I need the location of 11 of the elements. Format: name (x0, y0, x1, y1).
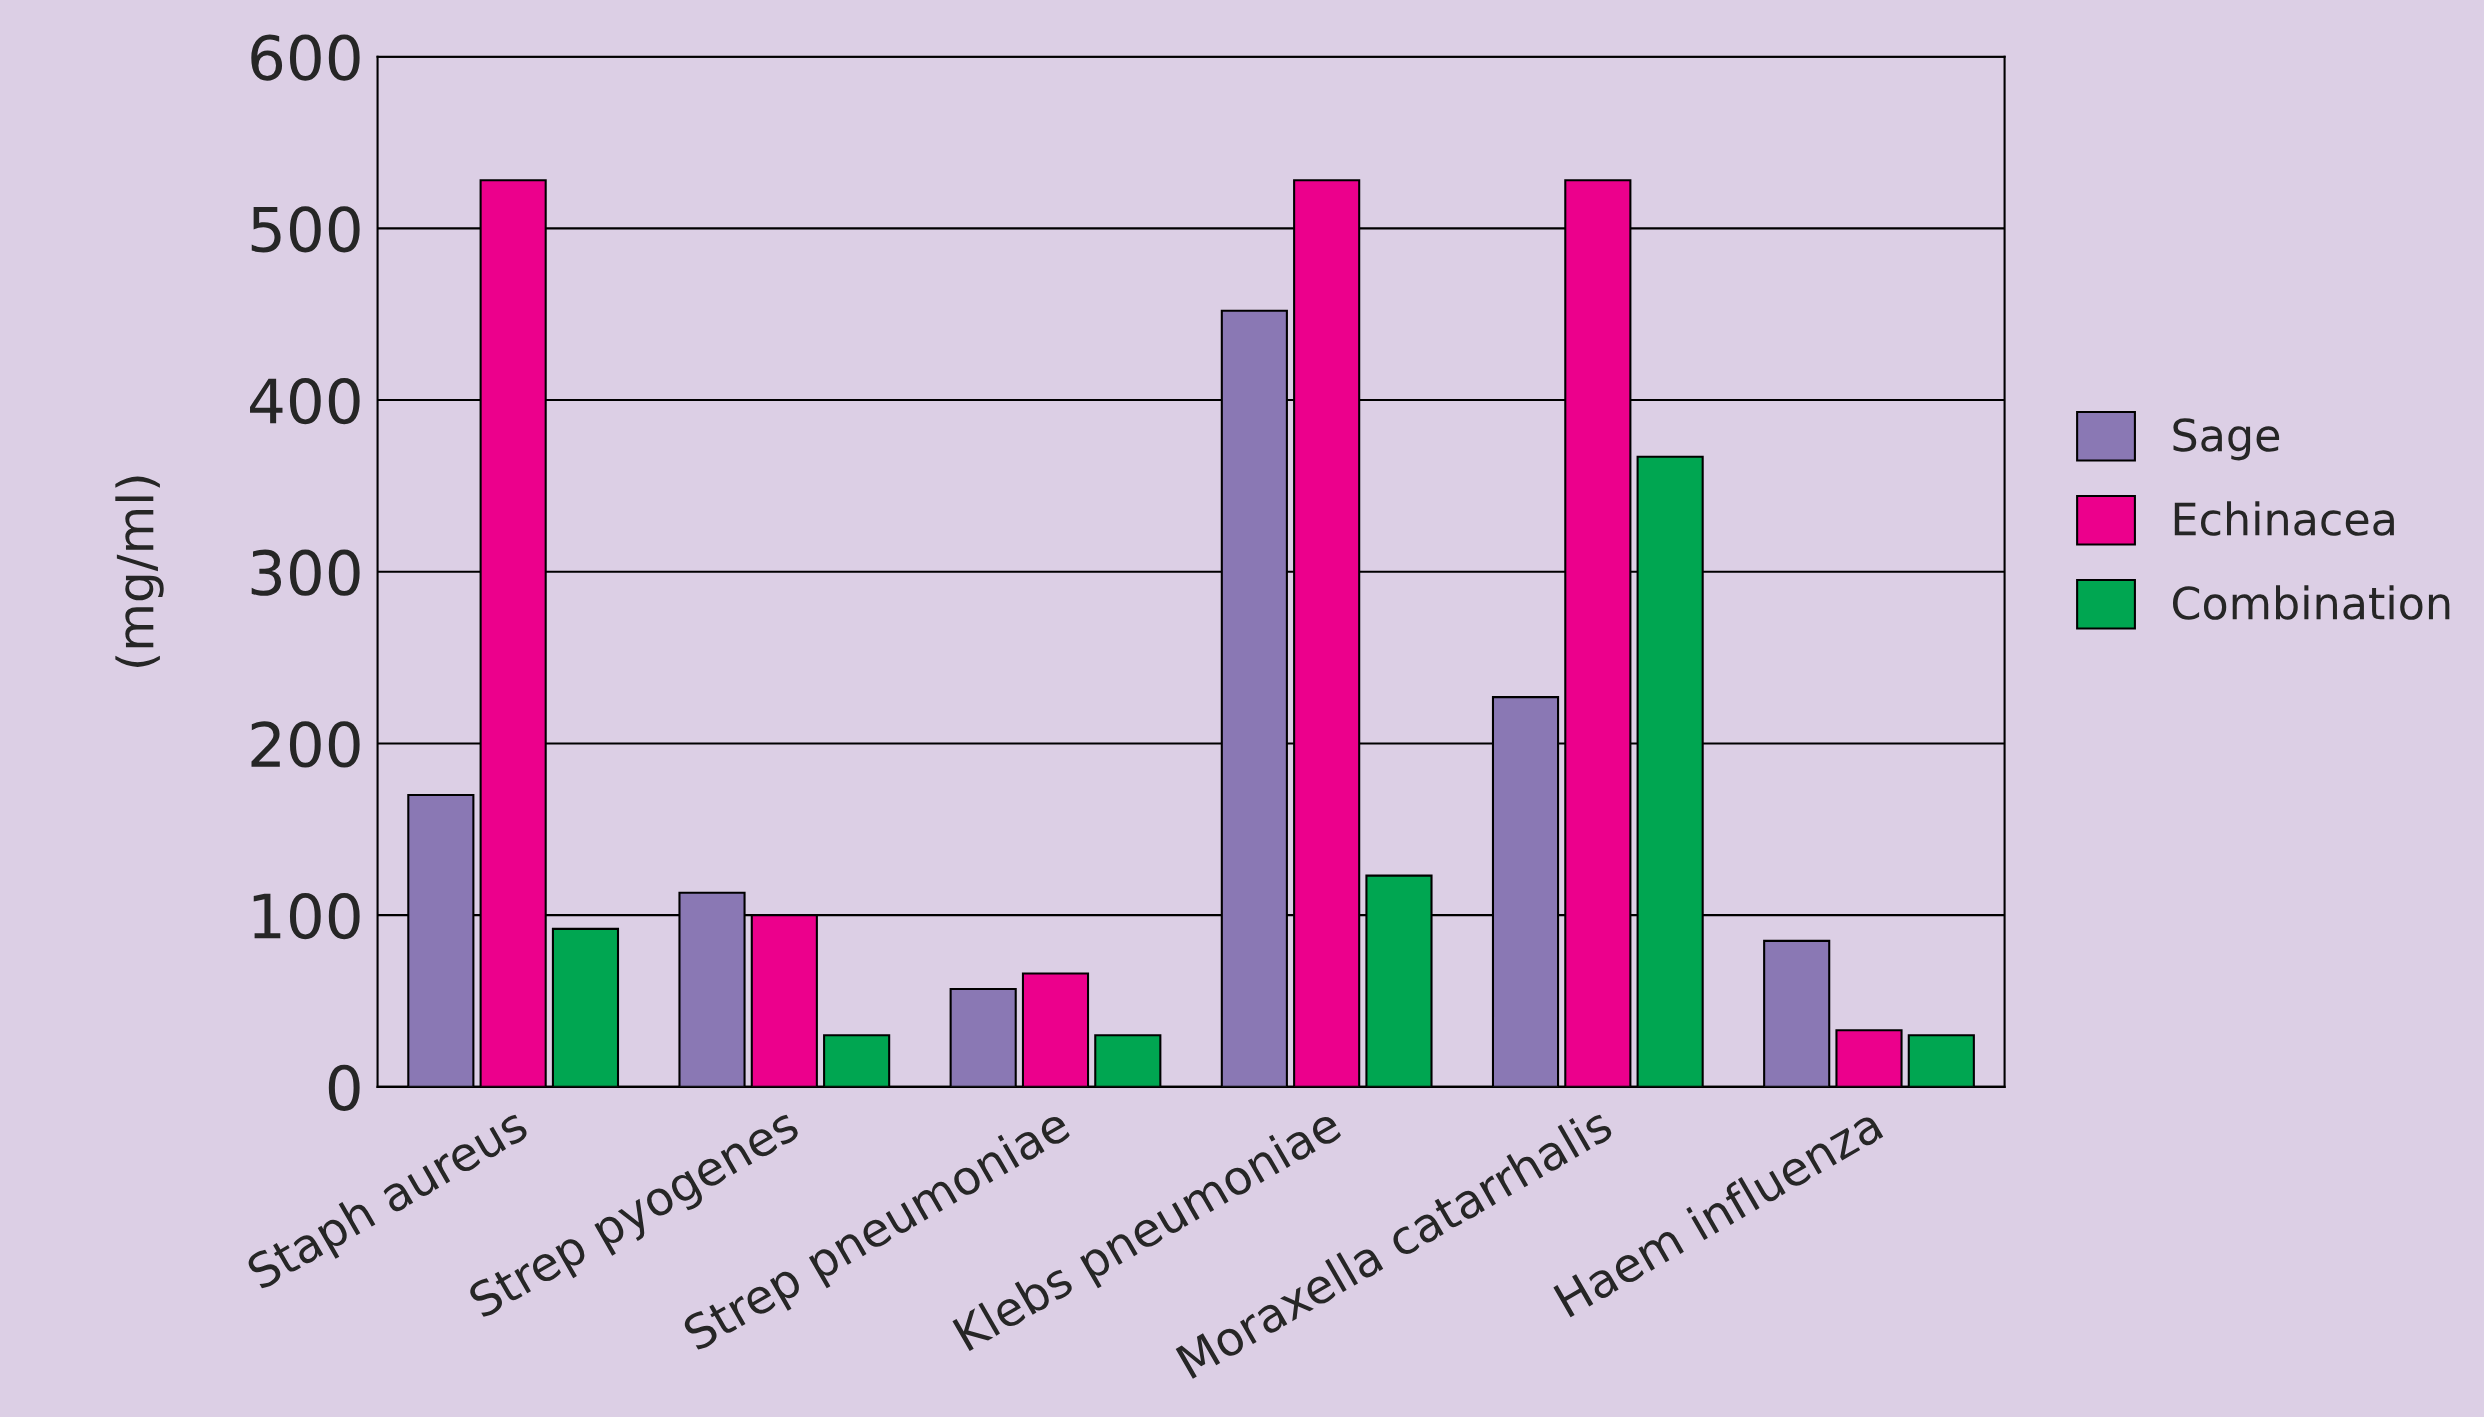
legend-label: Sage (2173, 418, 2280, 461)
y-tick-label: 0 (328, 1064, 360, 1111)
legend-label: Combination (2172, 585, 2450, 620)
y-tick-label: 600 (251, 34, 360, 81)
y-tick-label: 400 (250, 377, 360, 425)
y-tick-label: 500 (251, 206, 360, 253)
y-tick-label: 200 (251, 721, 360, 768)
y-tick-label: 100 (253, 893, 360, 940)
legend-label: Echinacea (2174, 501, 2394, 536)
y-axis-title: (mg/ml) (115, 476, 164, 667)
y-tick-label: 300 (251, 549, 360, 596)
